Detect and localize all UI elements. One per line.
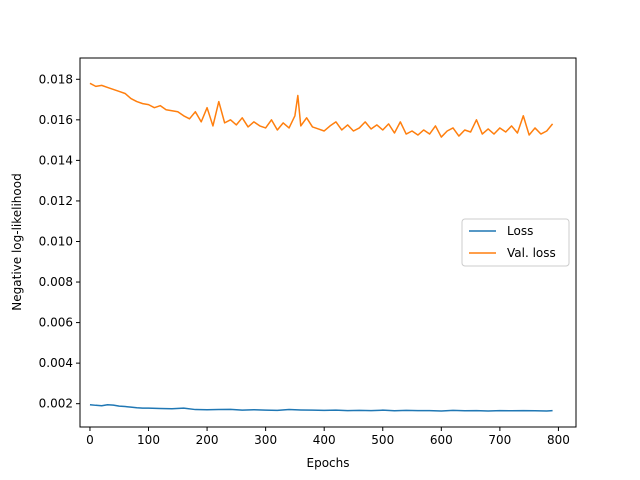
- y-tick-label: 0.018: [39, 72, 73, 86]
- y-tick-label: 0.014: [39, 153, 73, 167]
- x-tick-label: 0: [86, 433, 94, 447]
- legend-label-loss: Loss: [507, 224, 533, 238]
- legend-label-val-loss: Val. loss: [507, 246, 556, 260]
- x-tick-label: 400: [313, 433, 336, 447]
- y-tick-label: 0.004: [39, 356, 73, 370]
- x-axis-label: Epochs: [307, 456, 350, 470]
- y-axis: 0.002 0.004 0.006 0.008 0.010 0.012 0.014 0.016…: [39, 72, 80, 411]
- y-tick-label: 0.006: [39, 316, 73, 330]
- y-tick-label: 0.010: [39, 234, 73, 248]
- x-tick-label: 300: [254, 433, 277, 447]
- series-line-0: [89, 403, 553, 412]
- x-tick-label: 100: [137, 433, 160, 447]
- y-tick-label: 0.002: [39, 397, 73, 411]
- x-axis: 0 100 200 300 400 500 600 700 800: [86, 427, 570, 447]
- y-axis-label: Negative log-likelihood: [10, 173, 24, 310]
- series-line-1: [89, 82, 554, 138]
- x-tick-label: 200: [196, 433, 219, 447]
- legend: Loss Val. loss: [461, 218, 570, 267]
- x-tick-label: 600: [430, 433, 453, 447]
- x-tick-label: 700: [488, 433, 511, 447]
- plot-frame: [79, 57, 577, 428]
- series-layer: [89, 82, 554, 412]
- x-tick-label: 800: [547, 433, 570, 447]
- x-tick-label: 500: [371, 433, 394, 447]
- y-tick-label: 0.008: [39, 275, 73, 289]
- y-tick-label: 0.016: [39, 113, 73, 127]
- y-tick-label: 0.012: [39, 194, 73, 208]
